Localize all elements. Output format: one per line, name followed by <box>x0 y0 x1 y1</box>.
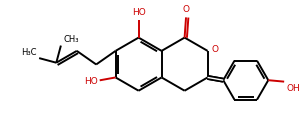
Text: O: O <box>212 45 218 54</box>
Text: OH: OH <box>286 84 300 93</box>
Text: HO: HO <box>132 8 145 17</box>
Text: HO: HO <box>84 77 98 86</box>
Text: CH₃: CH₃ <box>63 35 79 44</box>
Text: O: O <box>182 5 190 14</box>
Text: H₃C: H₃C <box>21 48 37 57</box>
